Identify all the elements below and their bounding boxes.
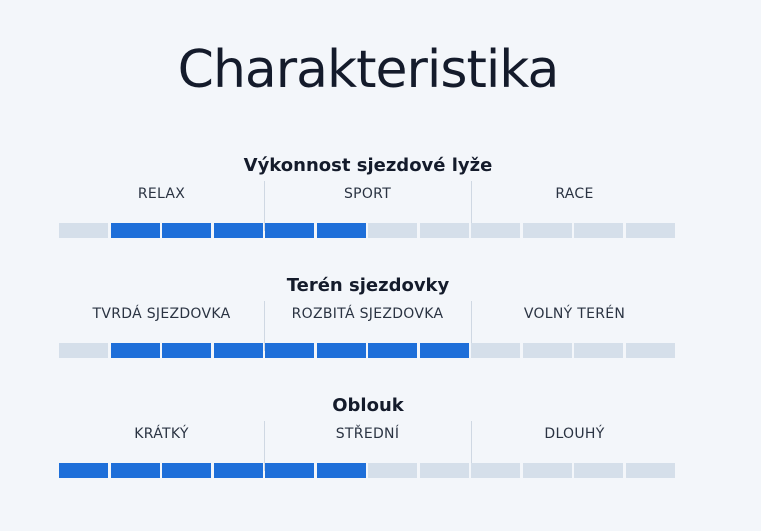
rating-segment-filled <box>162 343 211 358</box>
scale-label-mid: ROZBITÁ SJEZDOVKA <box>291 306 444 322</box>
rating-segment-filled <box>316 463 366 478</box>
rating-bar <box>59 343 677 358</box>
rating-segment-filled <box>162 223 211 238</box>
rating-segment-empty <box>625 223 675 238</box>
scale-label-low: TVRDÁ SJEZDOVKA <box>92 306 231 322</box>
section-title: Oblouk <box>332 395 404 416</box>
rating-segment-filled <box>368 343 417 358</box>
scale-label-high: DLOUHÝ <box>544 426 605 442</box>
rating-segment-empty <box>59 343 108 358</box>
rating-segment-empty <box>471 223 520 238</box>
rating-segment-filled <box>265 463 314 478</box>
scale-label-high: VOLNÝ TERÉN <box>523 306 626 322</box>
rating-segment-filled <box>162 463 211 478</box>
rating-segment-empty <box>625 343 675 358</box>
rating-segment-empty <box>574 463 623 478</box>
scale-divider <box>264 421 265 471</box>
rating-segment-filled <box>110 463 160 478</box>
scale-divider <box>264 181 265 231</box>
rating-segment-empty <box>522 343 572 358</box>
rating-segment-empty <box>574 223 623 238</box>
rating-bar <box>59 223 677 238</box>
section-title: Výkonnost sjezdové lyže <box>243 155 493 176</box>
rating-segment-empty <box>419 463 469 478</box>
rating-segment-empty <box>368 463 417 478</box>
scale-label-mid: SPORT <box>343 186 392 202</box>
scale-labels: KRÁTKÝ STŘEDNÍ DLOUHÝ <box>59 421 677 477</box>
rating-segment-empty <box>368 223 417 238</box>
scale-labels: RELAX SPORT RACE <box>59 181 677 237</box>
rating-segment-empty <box>419 223 469 238</box>
rating-segment-filled <box>213 343 263 358</box>
section-title: Terén sjezdovky <box>286 275 450 296</box>
rating-segment-empty <box>522 223 572 238</box>
rating-segment-filled <box>213 463 263 478</box>
scale-divider <box>471 301 472 351</box>
rating-segment-filled <box>59 463 108 478</box>
rating-segment-filled <box>213 223 263 238</box>
rating-segment-empty <box>59 223 108 238</box>
scale-divider <box>471 181 472 231</box>
page-title: Charakteristika <box>177 40 560 100</box>
rating-segment-filled <box>265 343 314 358</box>
rating-bar <box>59 463 677 478</box>
rating-segment-empty <box>471 343 520 358</box>
rating-segment-filled <box>316 223 366 238</box>
scale-label-low: KRÁTKÝ <box>134 426 189 442</box>
rating-segment-empty <box>625 463 675 478</box>
scale-label-mid: STŘEDNÍ <box>335 426 400 442</box>
rating-segment-filled <box>419 343 469 358</box>
rating-segment-empty <box>574 343 623 358</box>
scale-label-high: RACE <box>555 186 594 202</box>
scale-divider <box>471 421 472 471</box>
rating-segment-filled <box>265 223 314 238</box>
rating-segment-empty <box>522 463 572 478</box>
scale-labels: TVRDÁ SJEZDOVKA ROZBITÁ SJEZDOVKA VOLNÝ … <box>59 301 677 357</box>
rating-segment-filled <box>110 223 160 238</box>
rating-segment-empty <box>471 463 520 478</box>
rating-segment-filled <box>110 343 160 358</box>
scale-divider <box>264 301 265 351</box>
rating-segment-filled <box>316 343 366 358</box>
scale-label-low: RELAX <box>137 186 186 202</box>
